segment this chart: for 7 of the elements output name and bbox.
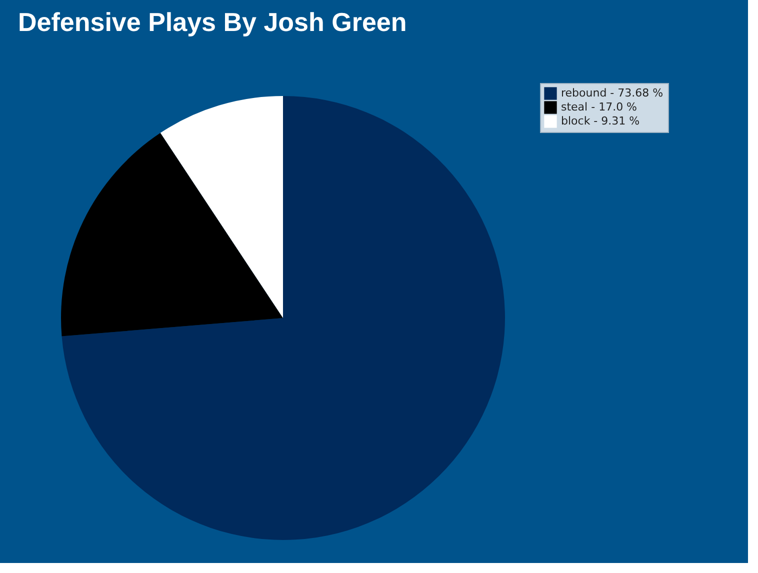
pie-slice	[62, 96, 505, 540]
pie-slice	[160, 96, 283, 318]
pie-slice	[61, 132, 283, 336]
legend-label: steal - 17.0 %	[561, 100, 638, 114]
legend-label: block - 9.31 %	[561, 114, 640, 128]
chart-title: Defensive Plays By Josh Green	[18, 7, 407, 37]
legend-label: rebound - 73.68 %	[561, 86, 664, 100]
